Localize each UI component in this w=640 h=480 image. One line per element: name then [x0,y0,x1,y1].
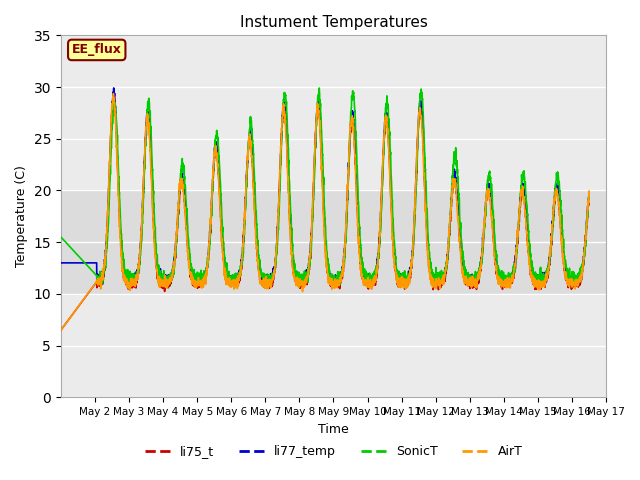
SonicT [585,189,593,194]
li77_temp [229,281,237,287]
SonicT [57,234,65,240]
SonicT [282,101,290,107]
AirT [260,282,268,288]
li75_t [110,90,118,96]
li77_temp [585,193,593,199]
li75_t [118,251,125,256]
Y-axis label: Temperature (C): Temperature (C) [15,166,28,267]
AirT [283,141,291,146]
Text: EE_flux: EE_flux [72,43,122,57]
SonicT [575,278,583,284]
li75_t [57,327,65,333]
Line: AirT: AirT [61,94,589,330]
li77_temp [260,274,268,279]
SonicT [148,166,156,172]
Legend: li75_t, li77_temp, SonicT, AirT: li75_t, li77_temp, SonicT, AirT [140,441,527,464]
Bar [61,191,606,294]
li77_temp [149,195,157,201]
li75_t [283,134,291,140]
AirT [118,248,125,254]
Line: li75_t: li75_t [61,93,589,330]
AirT [109,91,117,96]
SonicT [316,85,323,91]
li77_temp [110,85,118,91]
li77_temp [57,260,65,266]
AirT [149,207,157,213]
AirT [575,276,582,281]
li77_temp [283,131,291,136]
Title: Instument Temperatures: Instument Temperatures [239,15,428,30]
AirT [57,327,65,333]
SonicT [518,179,526,184]
li75_t [260,284,268,290]
AirT [518,189,526,195]
SonicT [397,285,404,290]
Line: SonicT: SonicT [61,88,589,288]
AirT [585,193,593,199]
li77_temp [518,182,526,188]
SonicT [117,228,125,234]
li77_temp [118,241,125,247]
li77_temp [575,274,583,279]
Line: li77_temp: li77_temp [61,88,589,284]
li75_t [575,283,582,289]
X-axis label: Time: Time [318,422,349,436]
SonicT [260,277,268,283]
li75_t [585,195,593,201]
li75_t [149,202,157,207]
li75_t [518,193,526,199]
